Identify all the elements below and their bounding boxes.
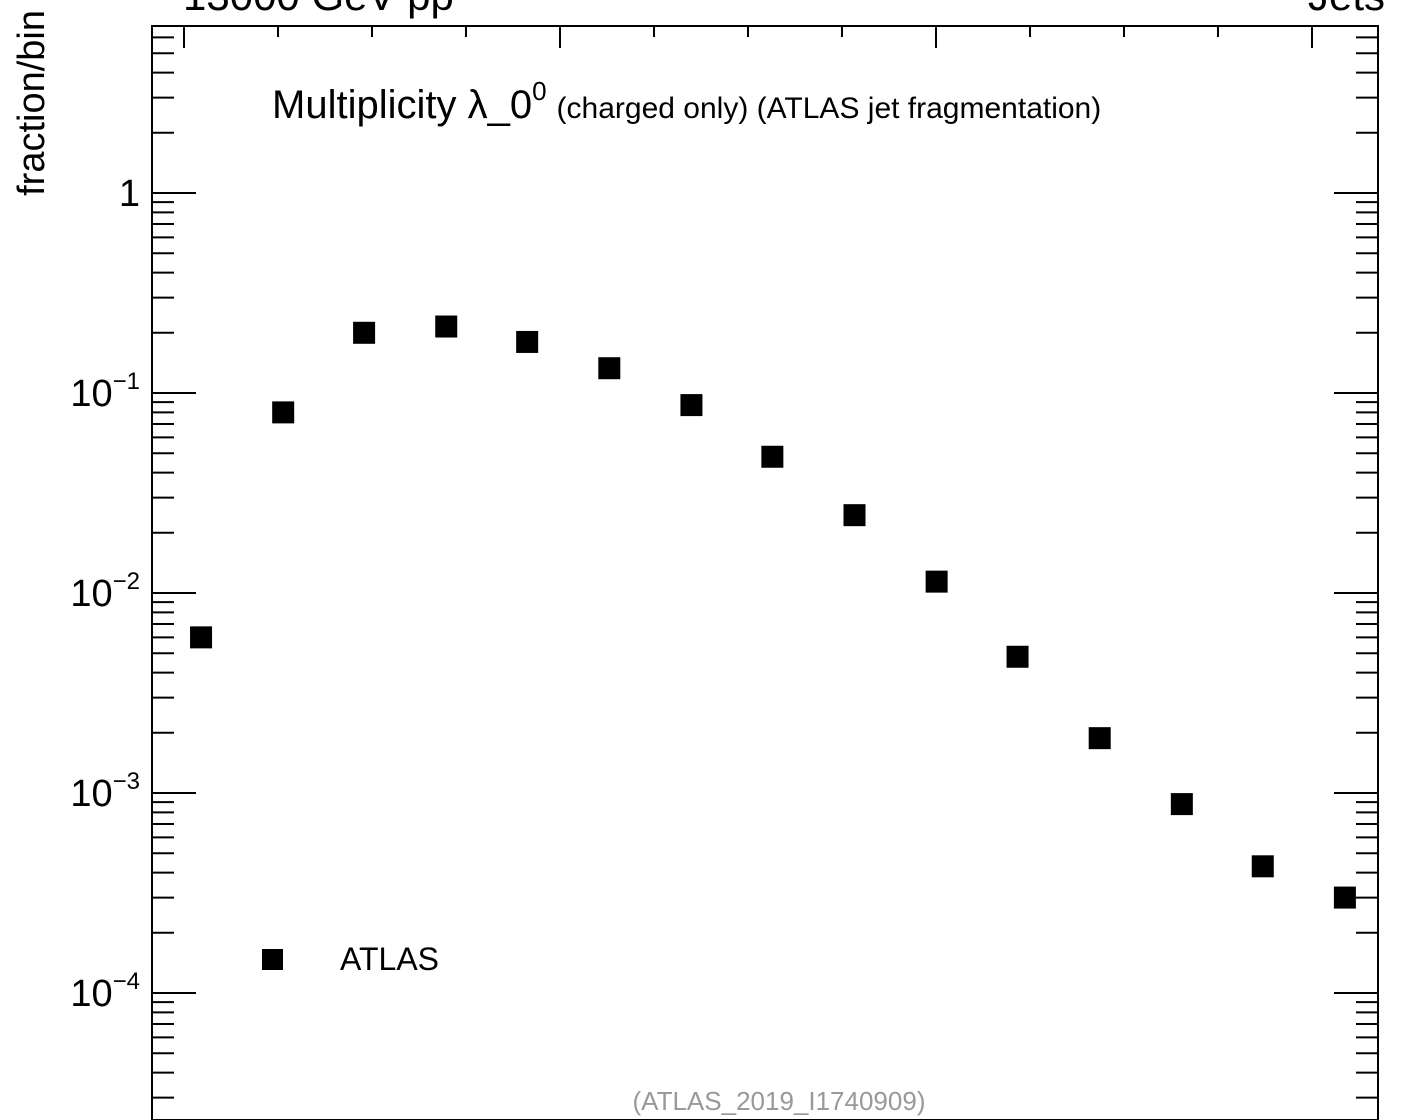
y-tick-label: 10−1	[70, 368, 140, 415]
data-point	[1006, 645, 1029, 668]
header-energy-label: 13000 GeV pp	[183, 0, 454, 19]
data-point	[1170, 793, 1193, 816]
data-point	[1251, 855, 1274, 878]
title-suffix: (charged only) (ATLAS jet fragmentation)	[557, 92, 1102, 125]
analysis-reference: (ATLAS_2019_I1740909)	[633, 1086, 926, 1116]
data-point	[435, 315, 458, 338]
data-point	[598, 357, 621, 380]
data-point	[353, 321, 376, 344]
data-point	[1333, 886, 1356, 909]
axis-ticks	[152, 26, 1378, 1099]
y-tick-label: 10−3	[70, 768, 140, 815]
title-superscript: 0	[532, 76, 546, 106]
data-points	[190, 315, 1356, 909]
plot-frame	[151, 25, 1379, 1120]
header-process-label: Jets	[1308, 0, 1385, 19]
y-tick-label: 1	[119, 173, 140, 215]
y-tick-label: 10−2	[70, 568, 140, 615]
data-point	[761, 445, 784, 468]
data-point	[680, 394, 703, 417]
y-tick-labels: 1 10−1 10−2 10−3 10−4	[70, 173, 140, 1015]
y-tick-label: 10−4	[70, 968, 140, 1015]
legend: ATLAS	[262, 941, 439, 977]
data-point	[272, 401, 295, 424]
legend-marker-atlas	[262, 949, 283, 970]
chart-title: Multiplicity λ_00 (charged only) (ATLAS j…	[272, 76, 1101, 127]
data-point	[1088, 727, 1111, 750]
data-point	[190, 626, 213, 649]
data-point	[843, 504, 866, 527]
data-point	[925, 570, 948, 593]
data-point	[516, 330, 539, 353]
y-axis-label: fraction/bin	[11, 10, 53, 196]
title-main: Multiplicity λ_0	[272, 83, 532, 127]
legend-label-atlas: ATLAS	[340, 941, 439, 977]
